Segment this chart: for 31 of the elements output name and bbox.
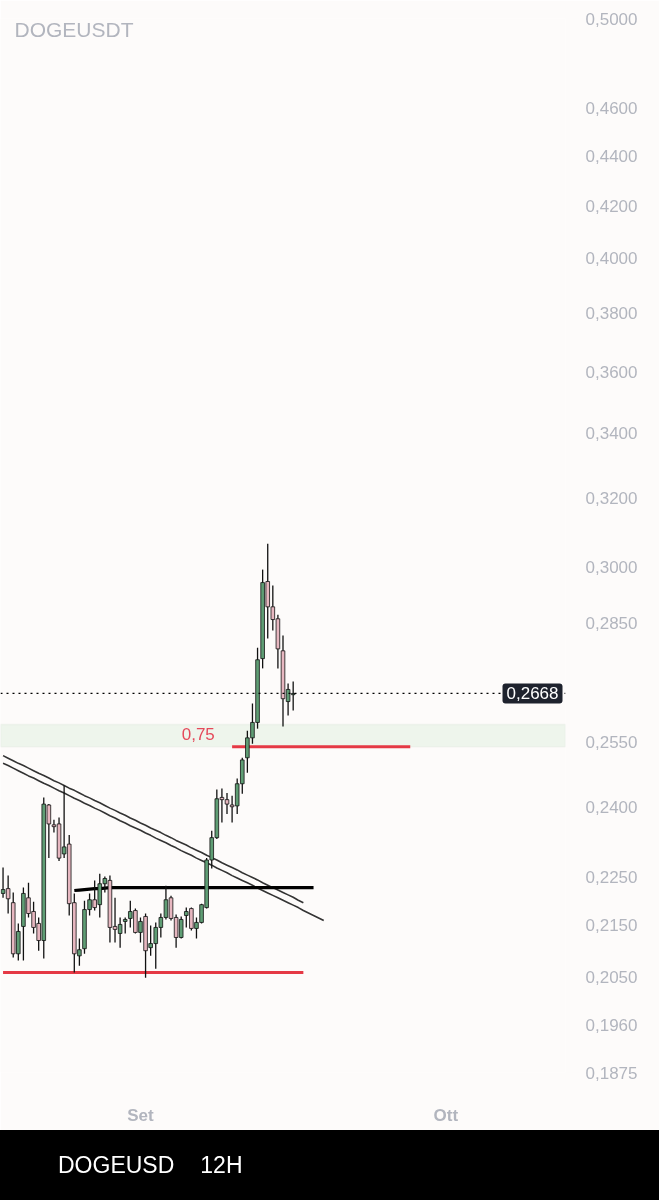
y-tick-label: 0,2400 (585, 798, 638, 818)
chart-title: DOGEUSDT (14, 18, 134, 41)
line-series (2, 762, 325, 922)
y-tick-label: 0,5000 (585, 9, 638, 29)
y-tick-label: 0,3600 (585, 362, 638, 382)
candlestick (117, 916, 123, 949)
y-tick-label: 0,3400 (585, 423, 638, 443)
y-tick-label: 0,4600 (585, 99, 638, 119)
candlestick (290, 680, 296, 712)
candlestick (5, 874, 11, 915)
y-tick-label: 0,3000 (585, 558, 638, 578)
y-tick-label: 0,2050 (585, 967, 638, 987)
y-tick-label: 0,1875 (585, 1063, 638, 1083)
y-tick-label: 0,2150 (585, 916, 638, 936)
y-tick-label: 0,2550 (585, 733, 638, 753)
x-tick-label: Ott (433, 1105, 459, 1125)
candlestick (178, 915, 184, 940)
y-tick-label: 0,3200 (585, 489, 638, 509)
y-tick-label: 0,4400 (585, 146, 638, 166)
y-tick-label: 0,4200 (585, 196, 638, 216)
text: 12H (200, 1150, 243, 1180)
ref-line-label: 0,2668 (506, 684, 559, 704)
y-tick-label: 0,3800 (585, 304, 638, 324)
band-label: 0,75 (181, 724, 215, 744)
y-tick-label: 0,4000 (585, 249, 638, 269)
y-tick-label: 0,2850 (585, 613, 638, 633)
x-tick-label: Set (127, 1105, 155, 1125)
y-tick-label: 0,1960 (585, 1015, 638, 1035)
y-tick-label: 0,2250 (585, 867, 638, 887)
line-series (2, 754, 305, 904)
text: DOGEUSD (58, 1150, 175, 1180)
